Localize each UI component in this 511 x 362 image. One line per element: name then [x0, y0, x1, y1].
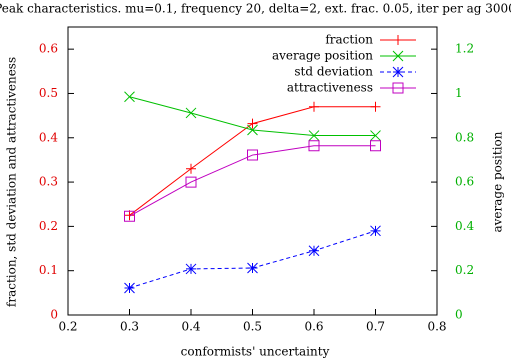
x-tick-label: 0.3	[120, 320, 139, 334]
legend-label: fraction	[325, 33, 373, 47]
y2-tick-label: 0.8	[455, 130, 474, 144]
x-tick-label: 0.8	[427, 320, 446, 334]
x-tick-label: 0.4	[181, 320, 200, 334]
y2-tick-label: 0.2	[455, 263, 474, 277]
marker	[392, 66, 404, 78]
chart-title: Peak characteristics. mu=0.1, frequency …	[0, 2, 511, 16]
marker	[309, 101, 319, 112]
marker	[124, 210, 135, 221]
y2-tick-label: 0	[455, 308, 463, 322]
marker	[308, 130, 320, 141]
y-tick-label: 0.5	[39, 86, 58, 100]
marker	[124, 210, 135, 222]
marker	[124, 91, 135, 103]
y-tick-label: 0	[50, 308, 58, 322]
series-line	[129, 230, 376, 289]
y-tick-label: 0.1	[39, 263, 58, 277]
marker	[124, 282, 135, 294]
x-tick-label: 0.5	[243, 320, 262, 334]
marker	[186, 163, 196, 174]
y-tick-label: 0.3	[39, 175, 58, 189]
x-tick-label: 0.6	[304, 320, 323, 334]
marker	[308, 140, 320, 152]
marker	[247, 262, 258, 274]
series-line	[129, 145, 376, 217]
marker	[247, 124, 258, 136]
y2-axis-label: average position	[491, 131, 505, 232]
legend-label: average position	[272, 49, 373, 63]
legend-label: attractiveness	[287, 81, 373, 95]
x-tick-label: 0.2	[58, 320, 77, 334]
y-tick-label: 0.6	[39, 42, 58, 56]
marker	[392, 50, 404, 62]
marker	[247, 149, 258, 161]
marker	[370, 140, 381, 152]
marker	[392, 82, 404, 94]
x-tick-label: 0.7	[366, 320, 385, 334]
legend-label: std deviation	[294, 65, 373, 79]
y-tick-label: 0.4	[39, 130, 58, 144]
marker	[370, 225, 381, 237]
y2-tick-label: 1.2	[455, 42, 474, 56]
marker	[308, 245, 320, 257]
marker	[370, 130, 381, 141]
marker	[185, 107, 197, 119]
marker	[393, 35, 403, 45]
marker	[247, 118, 258, 129]
marker	[185, 263, 197, 275]
marker	[370, 101, 381, 112]
y2-tick-label: 1	[455, 86, 463, 100]
x-axis-label: conformists' uncertainty	[181, 345, 330, 359]
y2-tick-label: 0.4	[455, 219, 474, 233]
y-axis-label: fraction, std deviation and attractivene…	[5, 57, 19, 307]
y-tick-label: 0.2	[39, 219, 58, 233]
marker	[185, 176, 197, 188]
y2-tick-label: 0.6	[455, 175, 474, 189]
